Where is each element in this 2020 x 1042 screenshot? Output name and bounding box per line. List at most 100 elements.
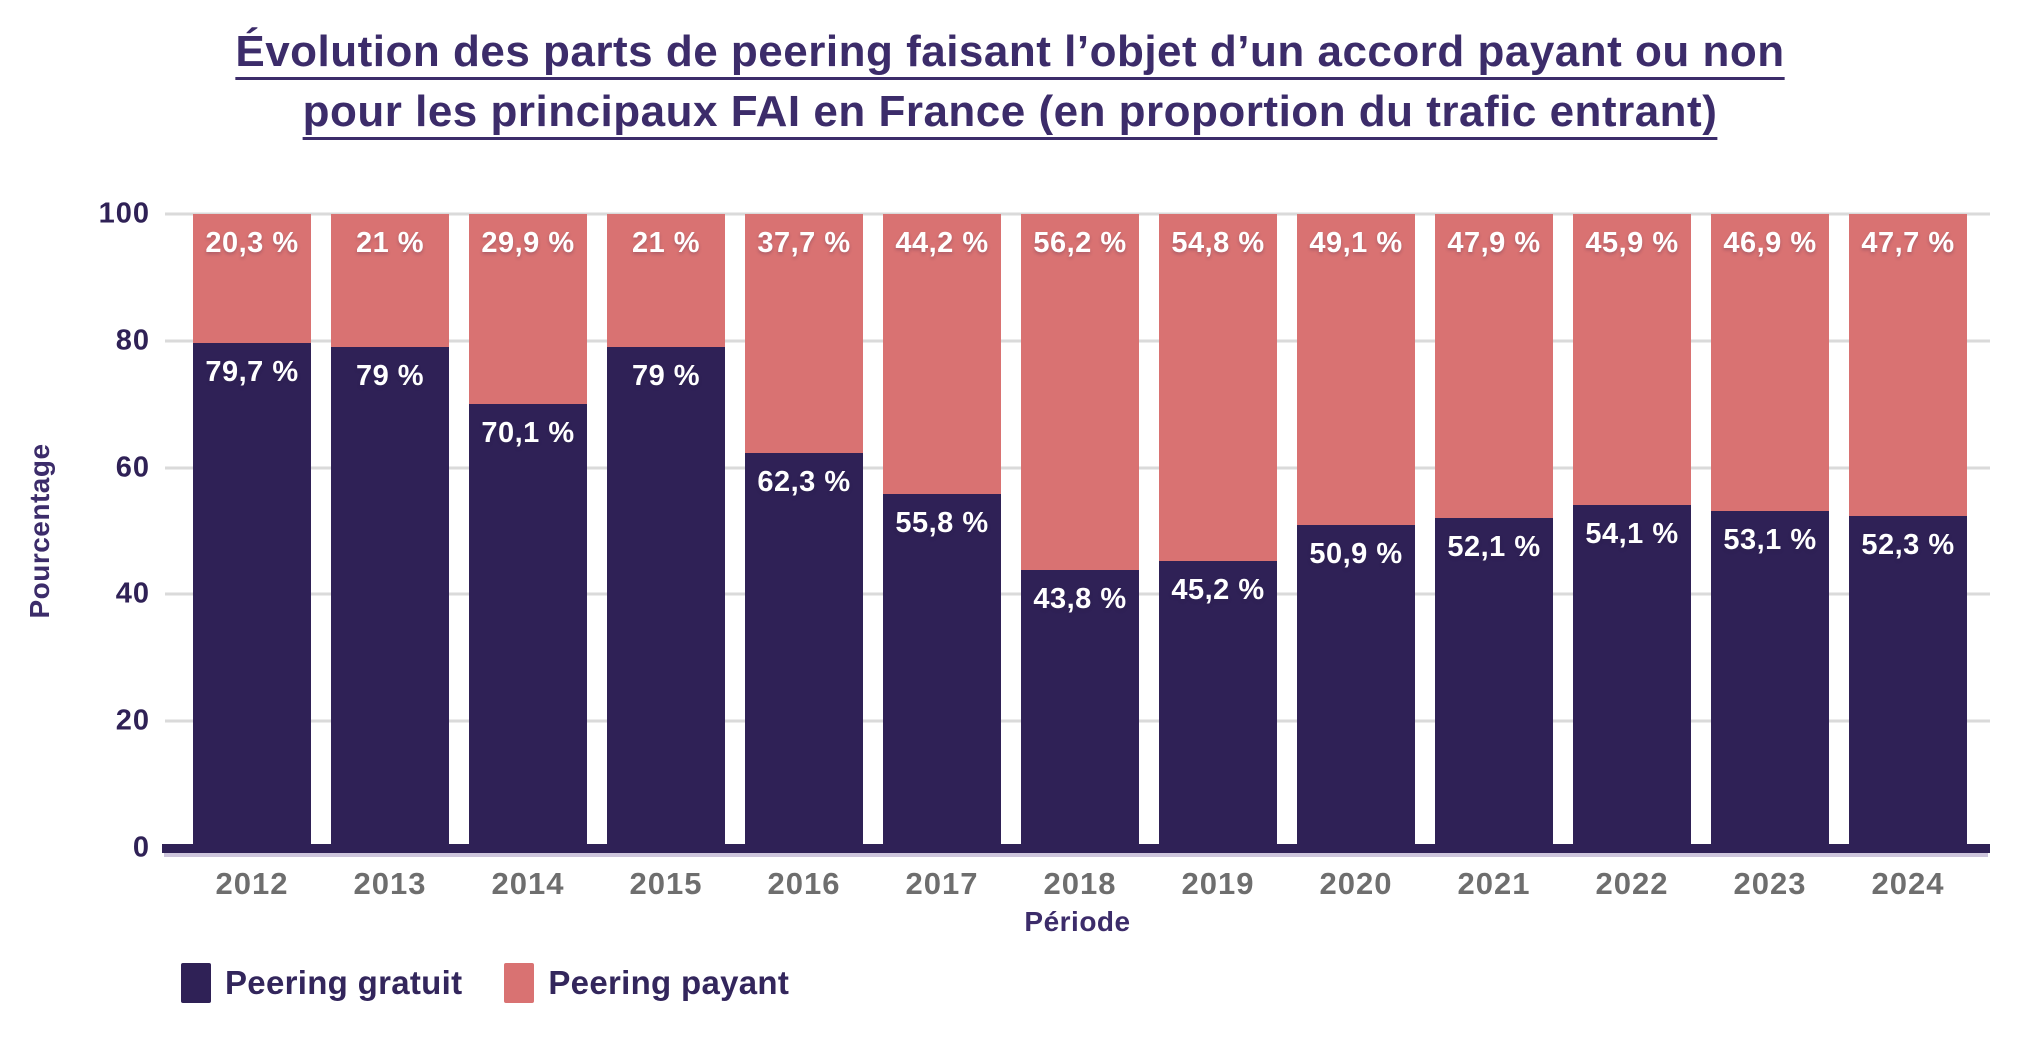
bar-2019-value-payant: 54,8 % <box>1171 227 1265 259</box>
x-tick-2023: 2023 <box>1733 866 1807 901</box>
y-axis-ticks: 100 80 60 40 20 0 <box>40 198 150 864</box>
bar-2017-segment-gratuit: 55,8 % <box>883 494 1001 848</box>
bar-2021: 47,9 % 52,1 % <box>1435 214 1553 848</box>
bar-2020-value-gratuit: 50,9 % <box>1309 538 1403 571</box>
bar-2014: 29,9 % 70,1 % <box>469 214 587 848</box>
bar-2024-value-payant: 47,7 % <box>1861 227 1955 259</box>
bar-2015: 21 % 79 % <box>607 214 725 848</box>
x-axis-title: Période <box>1024 906 1131 937</box>
bar-2013-segment-payant: 21 % <box>331 214 449 348</box>
x-axis-labels: 2012 2013 2014 2015 2016 2017 2018 2019 2020 2021… <box>193 866 1967 902</box>
bar-2012-value-gratuit: 79,7 % <box>205 355 299 388</box>
bar-2023-segment-payant: 46,9 % <box>1711 214 1829 512</box>
bar-2015-value-gratuit: 79 % <box>631 360 701 393</box>
x-tick-2018: 2018 <box>1043 866 1117 901</box>
bar-2014-segment-payant: 29,9 % <box>469 214 587 404</box>
y-tick-60: 60 <box>115 451 150 484</box>
legend-swatch-gratuit <box>181 963 211 1003</box>
bar-2016-value-gratuit: 62,3 % <box>757 466 851 499</box>
chart-title-line-2: pour les principaux FAI en France (en pr… <box>302 87 1718 136</box>
bar-2016-value-payant: 37,7 % <box>757 227 851 259</box>
y-tick-40: 40 <box>115 577 150 610</box>
bar-2017-value-gratuit: 55,8 % <box>895 507 989 540</box>
bar-2023-value-payant: 46,9 % <box>1723 227 1817 259</box>
bar-2016-segment-gratuit: 62,3 % <box>745 453 863 848</box>
x-tick-2015: 2015 <box>629 866 703 901</box>
x-tick-2021: 2021 <box>1457 866 1531 901</box>
bar-2012-value-payant: 20,3 % <box>205 227 299 259</box>
legend-item-payant: Peering payant <box>504 963 789 1003</box>
x-tick-2019: 2019 <box>1181 866 1255 901</box>
x-tick-2016: 2016 <box>767 866 841 901</box>
bar-2024-value-gratuit: 52,3 % <box>1861 529 1955 562</box>
x-tick-2020: 2020 <box>1319 866 1393 901</box>
bar-2019-segment-payant: 54,8 % <box>1159 214 1277 562</box>
bar-2018-segment-gratuit: 43,8 % <box>1021 570 1139 848</box>
chart-title-line-1: Évolution des parts de peering faisant l… <box>235 27 1785 76</box>
y-tick-20: 20 <box>115 704 150 737</box>
y-tick-80: 80 <box>115 324 150 357</box>
bar-2022-segment-gratuit: 54,1 % <box>1573 505 1691 848</box>
x-tick-2013: 2013 <box>353 866 427 901</box>
bar-2023-value-gratuit: 53,1 % <box>1723 524 1817 557</box>
bar-2014-segment-gratuit: 70,1 % <box>469 403 587 848</box>
bar-2013-value-payant: 21 % <box>355 227 425 259</box>
y-tick-100: 100 <box>98 197 150 230</box>
bar-2015-segment-gratuit: 79 % <box>607 347 725 848</box>
bar-2019-value-gratuit: 45,2 % <box>1171 574 1265 607</box>
bar-2013: 21 % 79 % <box>331 214 449 848</box>
bar-2022: 45,9 % 54,1 % <box>1573 214 1691 848</box>
x-tick-2012: 2012 <box>215 866 289 901</box>
plot-area: 20,3 % 79,7 % 21 % 79 % 29,9 % 70,1 % 21 % 79 %… <box>162 212 1990 853</box>
bar-2019: 54,8 % 45,2 % <box>1159 214 1277 848</box>
bar-2018: 56,2 % 43,8 % <box>1021 214 1139 848</box>
bar-2013-value-gratuit: 79 % <box>355 360 425 393</box>
bar-2024: 47,7 % 52,3 % <box>1849 214 1967 848</box>
bars-container: 20,3 % 79,7 % 21 % 79 % 29,9 % 70,1 % 21 % 79 %… <box>193 214 1967 848</box>
bar-2020-value-payant: 49,1 % <box>1309 227 1403 259</box>
x-tick-2024: 2024 <box>1871 866 1945 901</box>
bar-2017-value-payant: 44,2 % <box>895 227 989 259</box>
bar-2021-value-gratuit: 52,1 % <box>1447 530 1541 563</box>
legend-swatch-payant <box>504 963 535 1003</box>
bar-2021-segment-gratuit: 52,1 % <box>1435 517 1553 848</box>
x-axis-line <box>162 844 1990 853</box>
bar-2023-segment-gratuit: 53,1 % <box>1711 511 1829 848</box>
legend-label-gratuit: Peering gratuit <box>225 964 463 1001</box>
bar-2012-segment-payant: 20,3 % <box>193 214 311 343</box>
bar-2017: 44,2 % 55,8 % <box>883 214 1001 848</box>
bar-2022-segment-payant: 45,9 % <box>1573 214 1691 505</box>
bar-2018-value-payant: 56,2 % <box>1033 227 1127 259</box>
bar-2020-segment-payant: 49,1 % <box>1297 214 1415 526</box>
bar-2020: 49,1 % 50,9 % <box>1297 214 1415 848</box>
x-tick-2014: 2014 <box>491 866 565 901</box>
bar-2019-segment-gratuit: 45,2 % <box>1159 561 1277 848</box>
chart-title: Évolution des parts de peering faisant l… <box>0 22 2020 142</box>
legend: Peering gratuit Peering payant <box>181 963 789 1003</box>
bar-2015-value-payant: 21 % <box>631 227 701 259</box>
bar-2016: 37,7 % 62,3 % <box>745 214 863 848</box>
bar-2014-value-gratuit: 70,1 % <box>481 416 575 449</box>
bar-2022-value-gratuit: 54,1 % <box>1585 518 1679 551</box>
x-tick-2017: 2017 <box>905 866 979 901</box>
bar-2020-segment-gratuit: 50,9 % <box>1297 525 1415 848</box>
bar-2024-segment-payant: 47,7 % <box>1849 214 1967 517</box>
bar-2022-value-payant: 45,9 % <box>1585 227 1679 259</box>
bar-2021-segment-payant: 47,9 % <box>1435 214 1553 518</box>
bar-2016-segment-payant: 37,7 % <box>745 214 863 454</box>
bar-2012-segment-gratuit: 79,7 % <box>193 342 311 848</box>
legend-label-payant: Peering payant <box>548 964 790 1001</box>
bar-2014-value-payant: 29,9 % <box>481 227 575 259</box>
bar-2024-segment-gratuit: 52,3 % <box>1849 516 1967 848</box>
legend-item-gratuit: Peering gratuit <box>181 963 462 1003</box>
y-tick-0: 0 <box>132 831 150 864</box>
bar-2013-segment-gratuit: 79 % <box>331 347 449 848</box>
bar-2018-value-gratuit: 43,8 % <box>1033 583 1127 616</box>
bar-2015-segment-payant: 21 % <box>607 214 725 348</box>
x-tick-2022: 2022 <box>1595 866 1669 901</box>
bar-2023: 46,9 % 53,1 % <box>1711 214 1829 848</box>
bar-2021-value-payant: 47,9 % <box>1447 227 1541 259</box>
bar-2012: 20,3 % 79,7 % <box>193 214 311 848</box>
bar-2018-segment-payant: 56,2 % <box>1021 214 1139 571</box>
